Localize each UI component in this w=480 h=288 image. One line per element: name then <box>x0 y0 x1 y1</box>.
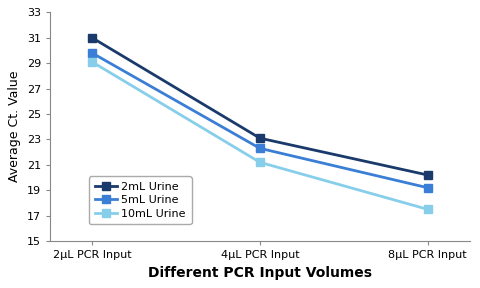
X-axis label: Different PCR Input Volumes: Different PCR Input Volumes <box>148 266 372 280</box>
10mL Urine <box>425 208 431 211</box>
5mL Urine <box>89 51 95 55</box>
Legend: 2mL Urine, 5mL Urine, 10mL Urine: 2mL Urine, 5mL Urine, 10mL Urine <box>89 176 192 224</box>
10mL Urine <box>257 161 263 164</box>
2mL Urine <box>425 173 431 177</box>
Line: 10mL Urine: 10mL Urine <box>88 58 432 213</box>
10mL Urine <box>89 60 95 64</box>
Y-axis label: Average Ct. Value: Average Ct. Value <box>8 71 21 183</box>
5mL Urine <box>257 147 263 150</box>
Line: 5mL Urine: 5mL Urine <box>88 49 432 192</box>
5mL Urine <box>425 186 431 190</box>
Line: 2mL Urine: 2mL Urine <box>88 34 432 179</box>
2mL Urine <box>257 137 263 140</box>
2mL Urine <box>89 36 95 39</box>
